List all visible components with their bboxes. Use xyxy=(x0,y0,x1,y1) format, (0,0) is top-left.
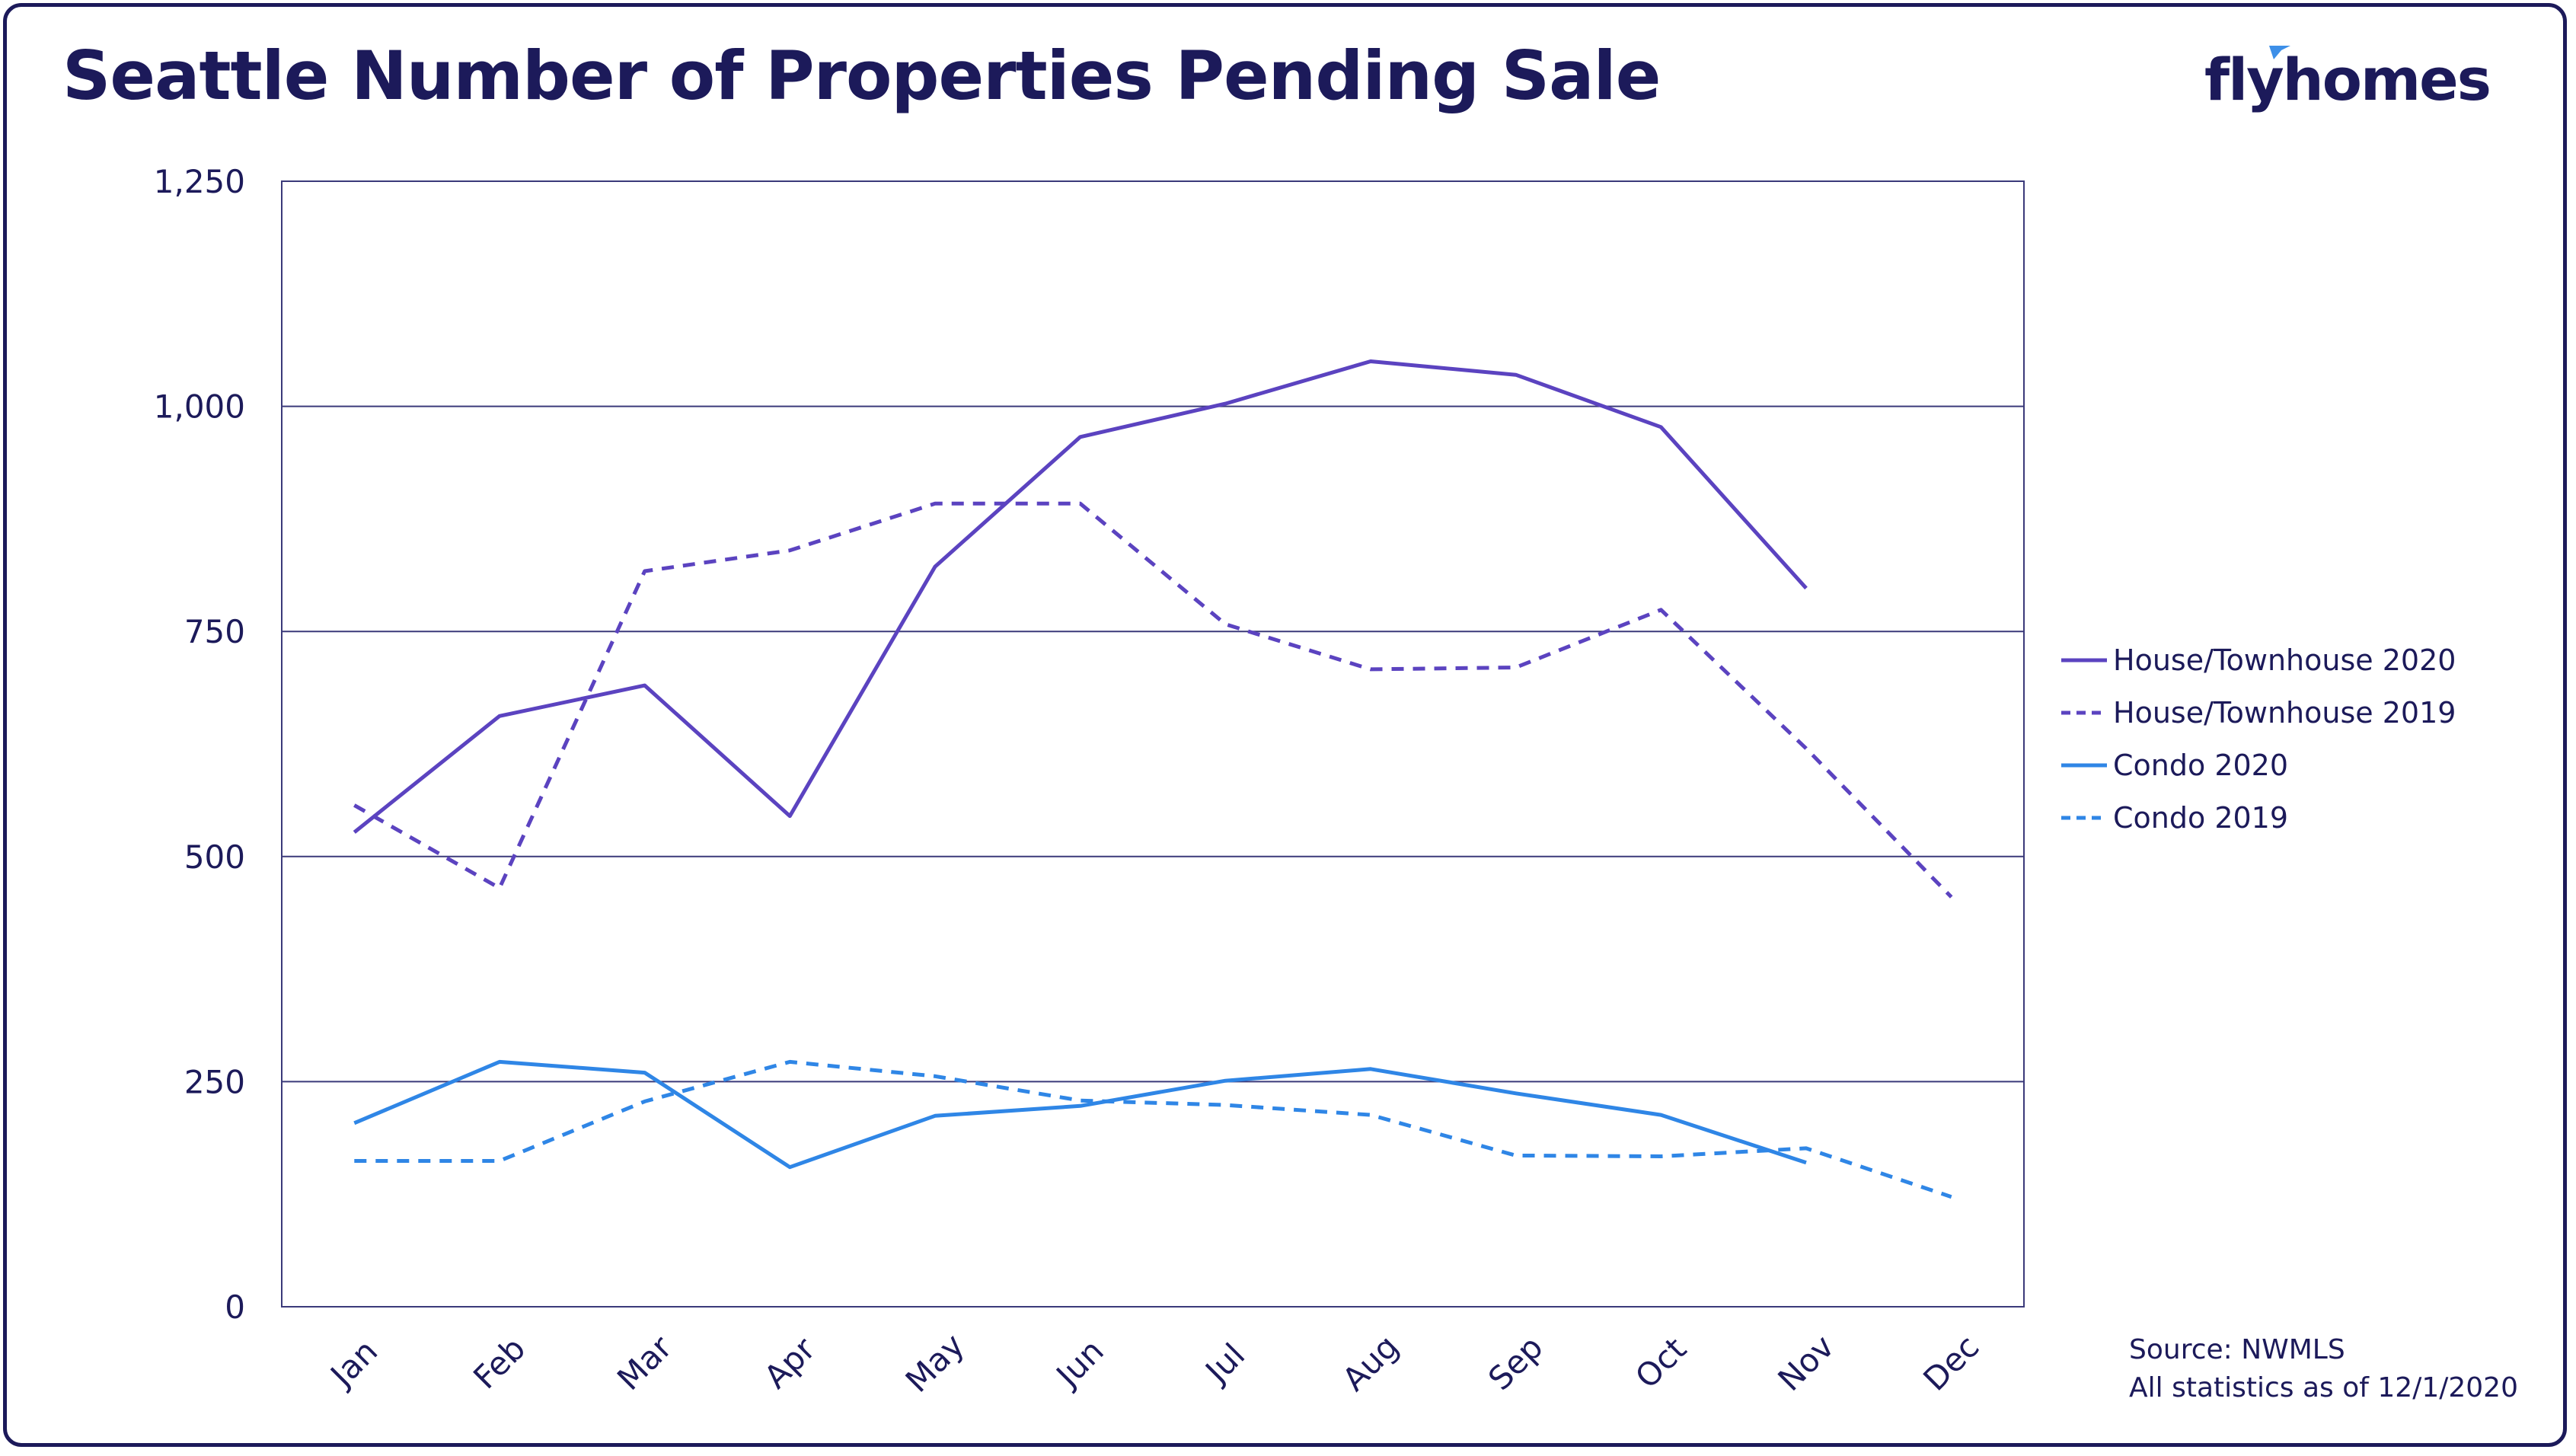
legend-item: Condo 2020 xyxy=(2060,739,2456,791)
x-tick-label: Apr xyxy=(757,1330,823,1396)
source-note: Source: NWMLS All statistics as of 12/1/… xyxy=(2129,1331,2518,1407)
legend: House/Townhouse 2020 House/Townhouse 2019… xyxy=(2060,634,2456,844)
y-tick-label: 250 xyxy=(184,1063,245,1100)
y-tick-label: 500 xyxy=(184,838,245,876)
y-tick-label: 1,000 xyxy=(154,388,245,426)
y-tick-label: 0 xyxy=(225,1288,245,1326)
x-tick-label: Jun xyxy=(1048,1332,1111,1395)
x-tick-label: Dec xyxy=(1916,1328,1986,1398)
x-tick-label: Jan xyxy=(322,1333,385,1396)
legend-label: House/Townhouse 2019 xyxy=(2113,695,2456,730)
chart-title: Seattle Number of Properties Pending Sal… xyxy=(62,37,1661,115)
legend-label: Condo 2020 xyxy=(2113,748,2289,782)
legend-label: House/Townhouse 2020 xyxy=(2113,643,2456,677)
legend-swatch xyxy=(2061,710,2107,714)
x-tick-label: Oct xyxy=(1628,1330,1693,1396)
legend-swatch xyxy=(2061,816,2107,819)
legend-item: House/Townhouse 2019 xyxy=(2060,686,2456,739)
logo-flag-icon xyxy=(2269,46,2290,59)
logo-text: flyhomes xyxy=(2204,46,2491,113)
x-tick-label: Feb xyxy=(466,1330,532,1396)
axes: 0 250 500 750 1,000 1,250 Jan Feb Mar Apr May Jun Ju… xyxy=(154,163,2025,1400)
x-tick-label: Jul xyxy=(1197,1336,1253,1392)
series-line xyxy=(353,501,1953,899)
legend-swatch xyxy=(2061,658,2107,662)
x-tick-label: May xyxy=(899,1327,972,1400)
series-line xyxy=(353,359,1808,834)
y-tick-label: 750 xyxy=(184,613,245,650)
flyhomes-logo: flyhomes xyxy=(2204,38,2491,129)
series-lines xyxy=(353,359,1953,1199)
y-tick-label: 1,250 xyxy=(154,163,245,200)
source-line: Source: NWMLS xyxy=(2129,1334,2345,1365)
legend-item: House/Townhouse 2020 xyxy=(2060,634,2456,686)
legend-item: Condo 2019 xyxy=(2060,791,2456,844)
legend-label: Condo 2019 xyxy=(2113,800,2289,835)
x-tick-label: Aug xyxy=(1335,1327,1406,1398)
x-tick-label: Sep xyxy=(1481,1328,1550,1397)
series-line xyxy=(353,1059,1807,1170)
plot-border xyxy=(281,180,2025,1308)
x-tick-label: Nov xyxy=(1770,1327,1841,1398)
x-tick-label: Mar xyxy=(610,1328,679,1397)
series-line xyxy=(354,1059,1952,1199)
gridlines xyxy=(282,405,2024,1083)
stats-date-line: All statistics as of 12/1/2020 xyxy=(2129,1372,2518,1403)
chart-frame xyxy=(3,3,2567,1447)
legend-swatch xyxy=(2061,763,2107,767)
